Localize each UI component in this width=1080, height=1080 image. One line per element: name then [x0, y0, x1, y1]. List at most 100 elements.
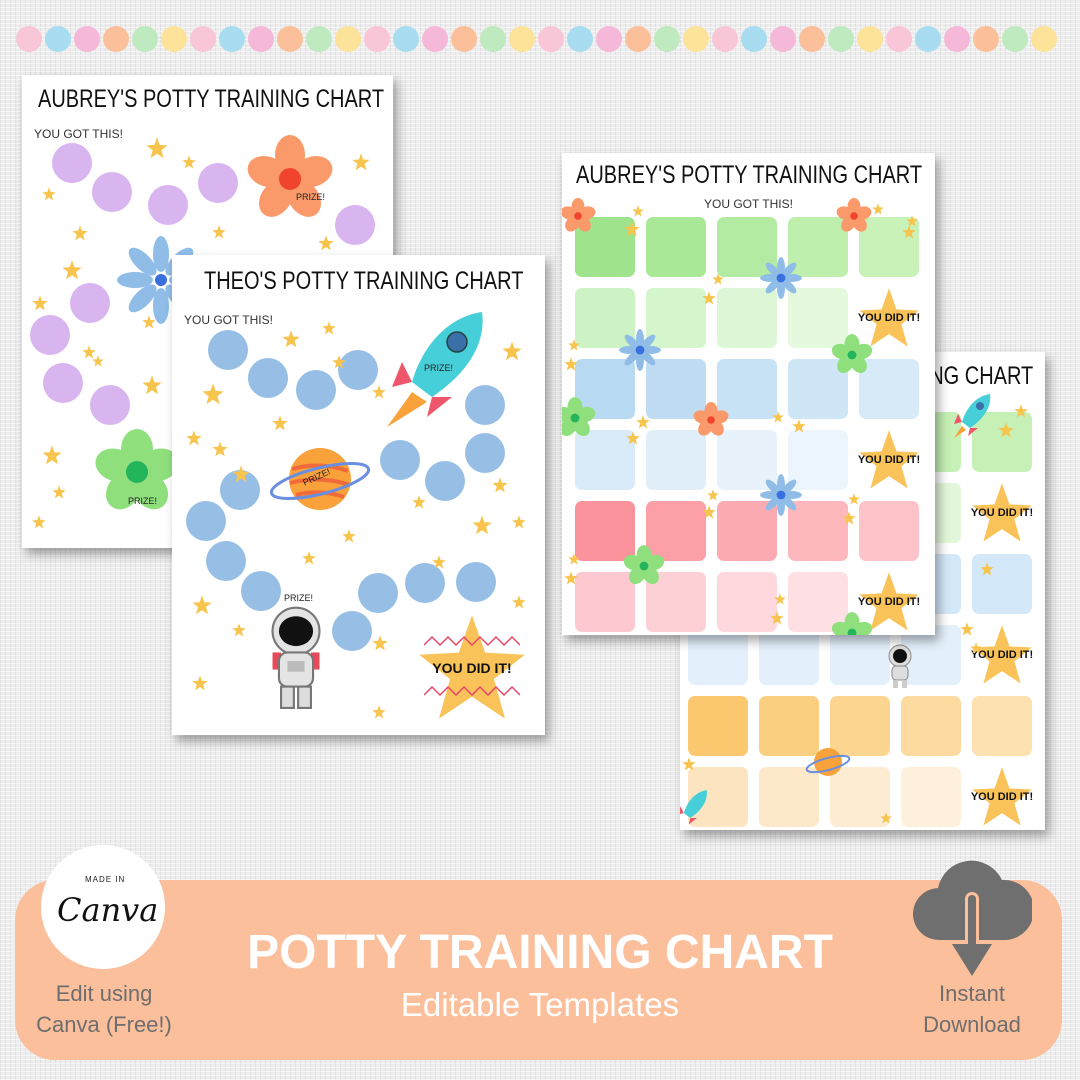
grid-cell: [646, 501, 706, 561]
star-decoration: [412, 495, 426, 509]
sticker-circle: [70, 283, 110, 323]
star-decoration: [62, 260, 82, 280]
border-dot: [480, 26, 506, 52]
star-decoration: [318, 235, 334, 251]
aubrey-grid-chart-card: AUBREY'S POTTY TRAINING CHART YOU GOT TH…: [562, 153, 935, 635]
sticker-circle: [90, 385, 130, 425]
star-decoration: [32, 515, 46, 529]
star-decoration: [142, 315, 156, 329]
border-dot: [248, 26, 274, 52]
reward-star: YOU DID IT!: [410, 613, 534, 723]
reward-star: YOU DID IT!: [971, 482, 1033, 544]
astronaut-icon: [271, 606, 321, 709]
grid-cell: [901, 767, 961, 827]
star-decoration: [372, 705, 386, 719]
star-decoration: [182, 155, 196, 169]
flower-icon: [562, 397, 596, 437]
grid-cell: [646, 359, 706, 419]
orange-flower-icon: [247, 135, 333, 217]
star-decoration: [512, 515, 526, 529]
sticker-circle: [148, 185, 188, 225]
star-decoration: [1014, 404, 1028, 418]
border-dot: [451, 26, 477, 52]
star-decoration: [848, 493, 860, 505]
grid-cell: [646, 430, 706, 490]
edit-canva-line2: Canva (Free!): [36, 1012, 172, 1037]
reward-label: YOU DID IT!: [970, 649, 1034, 661]
green-flower-icon: [95, 429, 179, 510]
grid-cell: [901, 696, 961, 756]
border-dot: [45, 26, 71, 52]
star-decoration: [322, 321, 336, 335]
star-shape: [972, 483, 1032, 542]
star-decoration: [42, 445, 62, 465]
star-decoration: [232, 623, 246, 637]
border-dot: [596, 26, 622, 52]
star-decoration: [42, 187, 56, 201]
star-shape: [859, 572, 919, 631]
rocket-icon: [680, 790, 707, 825]
sticker-circle: [186, 501, 226, 541]
star-decoration: [712, 273, 724, 285]
star-decoration: [432, 555, 446, 569]
star-decoration: [902, 225, 916, 239]
grid-cell: [830, 625, 890, 685]
star-decoration: [792, 419, 806, 433]
grid-cell: [830, 767, 890, 827]
border-dot: [306, 26, 332, 52]
edit-canva-line1: Edit using: [55, 981, 153, 1006]
border-dot: [509, 26, 535, 52]
flower-icon: [619, 329, 661, 371]
card-subtitle: YOU GOT THIS!: [184, 313, 273, 327]
star-decoration: [82, 345, 96, 359]
prize-label: PRIZE!: [296, 192, 326, 202]
rocket-icon: [387, 312, 483, 427]
star-decoration: [512, 595, 526, 609]
sticker-circle: [456, 562, 496, 602]
star-decoration: [192, 595, 212, 615]
grid-cell: [788, 430, 848, 490]
prize-label: PRIZE!: [284, 593, 314, 603]
reward-star: YOU DID IT!: [971, 766, 1033, 828]
sticker-circle: [206, 541, 246, 581]
flower-icon: [760, 257, 802, 299]
star-decoration: [872, 203, 884, 215]
border-dot: [219, 26, 245, 52]
prize-label: PRIZE!: [424, 363, 454, 373]
star-decoration: [342, 529, 356, 543]
cloud-download-icon: [913, 860, 1032, 976]
border-dot: [364, 26, 390, 52]
sticker-circle: [198, 163, 238, 203]
star-shape: [859, 430, 919, 489]
border-dot: [973, 26, 999, 52]
reward-label: YOU DID IT!: [970, 791, 1034, 803]
star-decoration: [492, 477, 508, 493]
promo-banner: [15, 880, 1062, 1060]
sticker-circle: [425, 461, 465, 501]
sticker-circle: [296, 370, 336, 410]
canva-logo: Canva: [57, 891, 159, 929]
border-dot: [712, 26, 738, 52]
star-decoration: [564, 571, 578, 585]
grid-cell: [575, 430, 635, 490]
star-decoration: [212, 441, 228, 457]
border-dot: [915, 26, 941, 52]
star-decoration: [702, 505, 716, 519]
border-dot: [103, 26, 129, 52]
made-in-canva-badge: MADE IN Canva: [41, 845, 165, 969]
sticker-circle: [405, 563, 445, 603]
star-decoration: [998, 422, 1014, 438]
border-dot: [422, 26, 448, 52]
instant-download-text: Instant Download: [890, 978, 1054, 1040]
grid-cell: [972, 554, 1032, 614]
star-decoration: [472, 515, 492, 535]
star-decoration: [186, 430, 202, 446]
grid-cell: [717, 572, 777, 632]
card-subtitle: YOU GOT THIS!: [34, 127, 123, 141]
flower-icon: [562, 197, 596, 232]
grid-cell: [788, 501, 848, 561]
zigzag-decoration: [424, 635, 520, 697]
star-decoration: [702, 291, 716, 305]
sticker-circle: [92, 172, 132, 212]
grid-cell: [575, 501, 635, 561]
